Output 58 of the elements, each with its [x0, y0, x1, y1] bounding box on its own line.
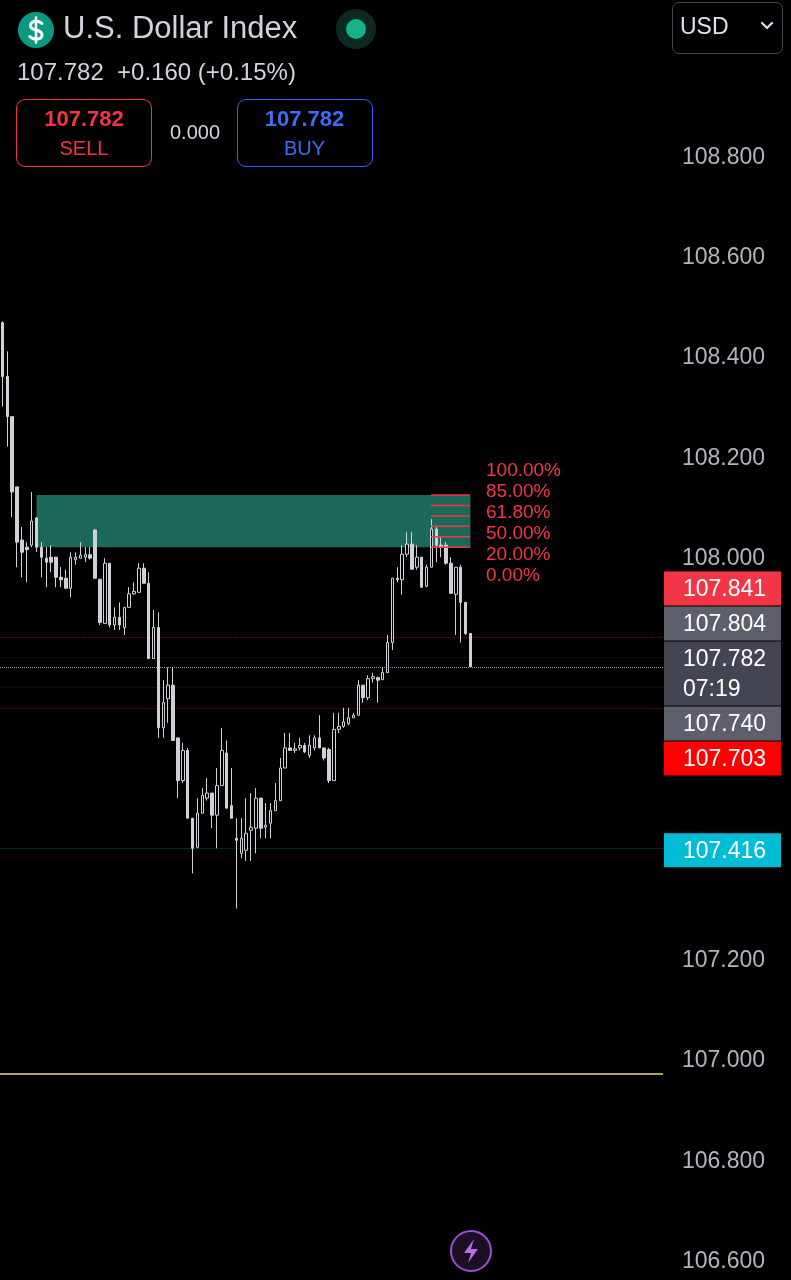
- ref-line-label: 107.740: [683, 710, 767, 737]
- candlestick: [230, 767, 233, 819]
- ref-line-label: 107.804: [683, 610, 767, 637]
- candlestick: [430, 518, 433, 568]
- ref-line-label: 107.841: [683, 575, 767, 602]
- candlestick: [269, 802, 272, 839]
- y-tick-label: 106.800: [682, 1146, 766, 1173]
- candlestick: [391, 577, 394, 651]
- y-tick-label: 108.200: [682, 443, 766, 470]
- candlestick: [1, 320, 4, 408]
- annotation: BUY: [282, 137, 327, 160]
- ref-line-label: 107.703: [683, 745, 767, 772]
- annotation: SELL: [58, 137, 110, 160]
- candlestick: [35, 516, 38, 553]
- annotation: 0.000: [168, 121, 222, 144]
- annotation: 85.00%: [486, 479, 551, 501]
- ref-line-label: 107.782: [683, 645, 767, 672]
- candlestick: [469, 632, 472, 669]
- y-tick-label: 108.400: [682, 343, 766, 370]
- text: 07:19: [683, 675, 741, 702]
- candlestick: [196, 797, 199, 849]
- annotation: 107.782: [43, 106, 125, 132]
- candlestick: [235, 817, 238, 910]
- y-tick-label: 107.000: [682, 1046, 766, 1073]
- y-tick-label: 108.000: [682, 544, 766, 571]
- candlestick: [162, 679, 165, 739]
- annotation: 20.00%: [486, 542, 551, 564]
- candlestick: [425, 564, 428, 588]
- candlestick: [274, 782, 277, 812]
- candlestick: [244, 797, 248, 862]
- candlestick: [30, 491, 33, 548]
- annotation: 50.00%: [486, 521, 551, 543]
- candlestick: [464, 601, 467, 636]
- candlestick: [40, 541, 43, 578]
- candlestick: [313, 734, 316, 751]
- candlestick: [308, 734, 311, 759]
- text: USD: [680, 13, 729, 40]
- text: 107.782 +0.160 (+0.15%): [17, 58, 296, 86]
- annotation: 61.80%: [486, 500, 551, 522]
- ref-line-label: 107.416: [683, 836, 767, 863]
- y-tick-label: 108.600: [682, 243, 766, 269]
- candlestick: [79, 541, 82, 559]
- annotation: 107.782: [263, 106, 346, 132]
- candlestick: [157, 611, 160, 739]
- candlestick: [347, 707, 350, 726]
- y-tick-label: 108.800: [682, 142, 766, 169]
- candlestick: [118, 601, 121, 631]
- candlestick: [352, 712, 355, 719]
- chart-title: U.S. Dollar Index: [63, 10, 298, 46]
- candlestick: [74, 551, 77, 566]
- candlestick: [386, 634, 389, 674]
- annotation: 0.00%: [486, 563, 541, 585]
- annotation: 100.00%: [486, 458, 562, 480]
- candlestick: [113, 606, 116, 631]
- candlestick: [152, 609, 155, 660]
- candlestick: [191, 817, 194, 874]
- y-tick-label: 106.600: [682, 1246, 766, 1273]
- y-tick-label: 107.200: [682, 945, 766, 972]
